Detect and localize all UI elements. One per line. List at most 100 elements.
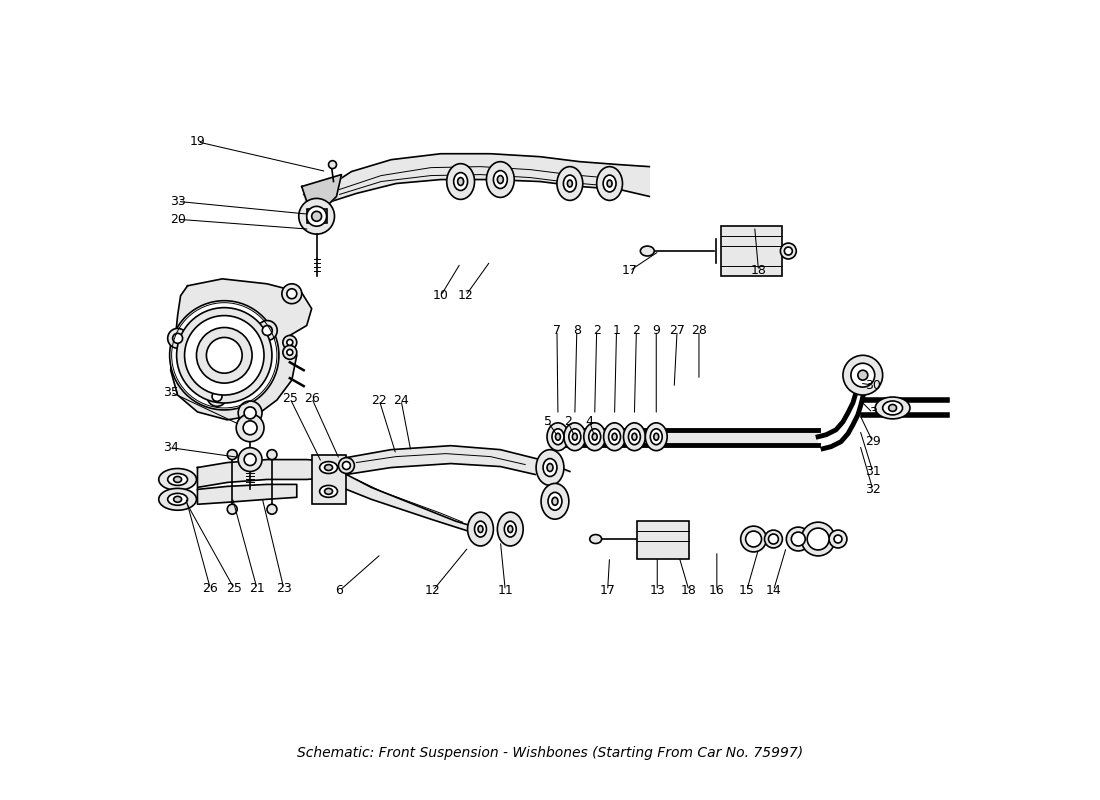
Ellipse shape xyxy=(547,423,569,450)
Ellipse shape xyxy=(468,512,494,546)
Text: 4: 4 xyxy=(586,415,594,428)
Ellipse shape xyxy=(324,488,332,494)
Ellipse shape xyxy=(174,496,182,502)
Ellipse shape xyxy=(167,474,187,486)
Polygon shape xyxy=(198,485,297,504)
Ellipse shape xyxy=(494,170,507,189)
Text: 27: 27 xyxy=(669,324,685,337)
Ellipse shape xyxy=(584,423,606,450)
Text: 11: 11 xyxy=(497,584,514,597)
Circle shape xyxy=(746,531,761,547)
Bar xyxy=(311,454,346,504)
Ellipse shape xyxy=(458,178,463,186)
Ellipse shape xyxy=(486,162,515,198)
Ellipse shape xyxy=(603,175,616,192)
Text: 1: 1 xyxy=(613,324,620,337)
Bar xyxy=(637,521,689,559)
Text: 18: 18 xyxy=(750,265,767,278)
Ellipse shape xyxy=(478,526,483,533)
Ellipse shape xyxy=(324,465,332,470)
Circle shape xyxy=(764,530,782,548)
Text: 9: 9 xyxy=(652,324,660,337)
Text: 25: 25 xyxy=(227,582,242,595)
Text: 30: 30 xyxy=(865,378,881,392)
Text: 2: 2 xyxy=(564,415,572,428)
Circle shape xyxy=(185,315,264,395)
Circle shape xyxy=(307,206,327,226)
Text: 10: 10 xyxy=(432,290,449,302)
Polygon shape xyxy=(170,279,311,420)
Circle shape xyxy=(207,338,242,373)
Text: 19: 19 xyxy=(189,135,206,148)
Ellipse shape xyxy=(320,462,338,474)
Ellipse shape xyxy=(158,469,197,490)
Circle shape xyxy=(807,528,829,550)
Polygon shape xyxy=(346,474,475,533)
Bar xyxy=(556,430,818,445)
Ellipse shape xyxy=(504,521,516,537)
Text: 17: 17 xyxy=(600,584,616,597)
Circle shape xyxy=(851,363,874,387)
Ellipse shape xyxy=(556,434,560,440)
Text: 33: 33 xyxy=(169,195,186,208)
Circle shape xyxy=(769,534,779,544)
Ellipse shape xyxy=(568,180,572,187)
Ellipse shape xyxy=(563,175,576,192)
Circle shape xyxy=(791,532,805,546)
Polygon shape xyxy=(346,446,570,474)
Ellipse shape xyxy=(646,423,668,450)
Ellipse shape xyxy=(543,458,557,477)
Circle shape xyxy=(786,527,811,551)
Text: 18: 18 xyxy=(681,584,697,597)
Circle shape xyxy=(169,301,279,410)
Circle shape xyxy=(282,284,301,304)
Text: Schematic: Front Suspension - Wishbones (Starting From Car No. 75997): Schematic: Front Suspension - Wishbones … xyxy=(297,746,803,759)
Ellipse shape xyxy=(590,534,602,543)
Polygon shape xyxy=(304,185,331,206)
Text: 15: 15 xyxy=(739,584,755,597)
Ellipse shape xyxy=(547,463,553,471)
Ellipse shape xyxy=(552,429,564,445)
Circle shape xyxy=(780,243,796,259)
Text: 3: 3 xyxy=(869,406,877,419)
Circle shape xyxy=(212,391,222,402)
Circle shape xyxy=(283,335,297,350)
Text: 7: 7 xyxy=(553,324,561,337)
Ellipse shape xyxy=(508,526,513,533)
Text: 2: 2 xyxy=(593,324,601,337)
Ellipse shape xyxy=(541,483,569,519)
Text: 29: 29 xyxy=(865,435,881,448)
Circle shape xyxy=(167,328,187,348)
Text: 14: 14 xyxy=(766,584,781,597)
Ellipse shape xyxy=(320,486,338,498)
Circle shape xyxy=(262,326,272,335)
Circle shape xyxy=(243,421,257,434)
Text: 22: 22 xyxy=(372,394,387,406)
Text: 32: 32 xyxy=(865,483,881,496)
Text: 23: 23 xyxy=(276,582,292,595)
Ellipse shape xyxy=(876,397,910,419)
Ellipse shape xyxy=(596,166,623,200)
Ellipse shape xyxy=(572,434,578,440)
Circle shape xyxy=(342,462,351,470)
Ellipse shape xyxy=(174,477,182,482)
Circle shape xyxy=(843,355,882,395)
Polygon shape xyxy=(331,154,649,202)
Ellipse shape xyxy=(628,429,640,445)
Circle shape xyxy=(267,450,277,459)
Circle shape xyxy=(257,321,277,341)
Ellipse shape xyxy=(592,434,597,440)
Ellipse shape xyxy=(607,180,612,187)
Text: 26: 26 xyxy=(304,391,319,405)
Ellipse shape xyxy=(497,512,524,546)
Ellipse shape xyxy=(612,434,617,440)
Text: 26: 26 xyxy=(202,582,218,595)
Circle shape xyxy=(267,504,277,514)
Circle shape xyxy=(339,458,354,474)
Ellipse shape xyxy=(557,166,583,200)
Text: 8: 8 xyxy=(573,324,581,337)
Circle shape xyxy=(236,414,264,442)
Ellipse shape xyxy=(167,494,187,506)
Ellipse shape xyxy=(497,175,504,183)
Circle shape xyxy=(239,401,262,425)
